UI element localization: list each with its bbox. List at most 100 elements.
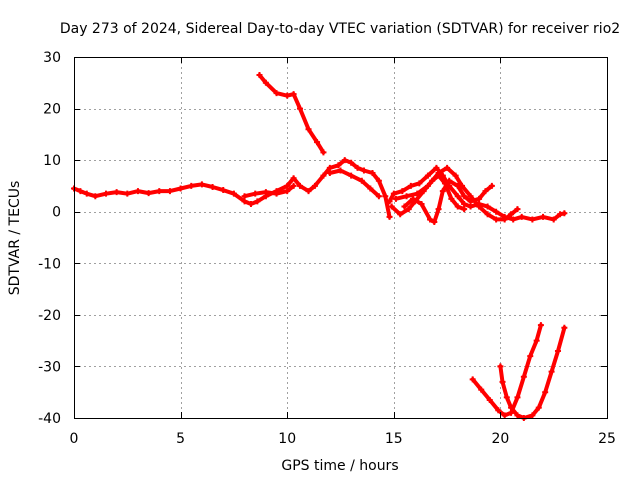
- data-point: [540, 213, 547, 220]
- series-track-after-15: [386, 164, 568, 223]
- data-point: [360, 167, 367, 174]
- y-tick-label: -30: [38, 359, 61, 375]
- data-point: [241, 193, 248, 200]
- data-point: [548, 368, 555, 375]
- data-point: [256, 72, 263, 79]
- data-point: [461, 200, 468, 207]
- series-layer: [71, 72, 568, 421]
- data-point: [469, 376, 476, 383]
- data-point: [382, 193, 389, 200]
- data-point: [273, 190, 280, 197]
- y-tick-label: 0: [52, 205, 61, 221]
- data-point: [241, 198, 248, 205]
- data-point: [478, 386, 485, 393]
- data-point: [401, 203, 408, 210]
- data-point: [554, 347, 561, 354]
- data-point: [537, 322, 544, 329]
- data-point: [290, 175, 297, 182]
- y-tick-label: -40: [38, 411, 61, 427]
- x-tick-label: 15: [385, 431, 403, 447]
- data-point: [459, 182, 466, 189]
- y-tick-label: -20: [38, 308, 61, 324]
- data-point: [454, 203, 461, 210]
- data-point: [262, 189, 269, 196]
- data-point: [407, 182, 414, 189]
- data-point: [493, 208, 500, 215]
- data-point: [508, 211, 515, 218]
- data-point: [561, 324, 568, 331]
- data-point: [113, 189, 120, 196]
- data-point: [431, 219, 438, 226]
- data-point: [305, 188, 312, 195]
- data-point: [326, 164, 333, 171]
- data-point: [209, 183, 216, 190]
- data-point: [145, 190, 152, 197]
- data-point: [326, 170, 333, 177]
- data-point: [493, 216, 500, 223]
- data-point: [230, 190, 237, 197]
- data-point: [424, 182, 431, 189]
- data-point: [542, 389, 549, 396]
- data-point: [134, 188, 141, 195]
- data-point: [305, 126, 312, 133]
- data-point: [375, 177, 382, 184]
- tick-layer: 0 5 10 15 20 25 -40 -30 -20 -10 0 10 20 30: [38, 50, 616, 447]
- data-point: [454, 193, 461, 200]
- data-point: [427, 216, 434, 223]
- series-track-bottom-right-v: [497, 324, 568, 421]
- data-point: [561, 210, 568, 217]
- data-point: [503, 394, 510, 401]
- data-point: [444, 164, 451, 171]
- x-axis-label: GPS time / hours: [281, 458, 398, 474]
- plot-frame: [74, 57, 608, 419]
- data-point: [399, 188, 406, 195]
- data-point: [435, 206, 442, 213]
- data-point: [529, 216, 536, 223]
- data-point: [284, 188, 291, 195]
- data-point: [461, 193, 468, 200]
- data-point: [166, 188, 173, 195]
- y-tick-label: -10: [38, 256, 61, 272]
- data-point: [529, 412, 536, 419]
- data-point: [386, 198, 393, 205]
- data-point: [435, 170, 442, 177]
- series-track-main: [71, 157, 393, 220]
- data-point: [77, 188, 84, 195]
- x-tick-label: 0: [70, 431, 79, 447]
- data-point: [320, 172, 327, 179]
- x-tick-label: 20: [491, 431, 509, 447]
- data-point: [254, 198, 261, 205]
- data-point: [290, 91, 297, 98]
- data-point: [476, 203, 483, 210]
- data-point: [414, 190, 421, 197]
- data-point: [198, 181, 205, 188]
- data-point: [273, 90, 280, 97]
- series-track-loop-b: [401, 177, 495, 226]
- y-tick-label: 30: [43, 50, 61, 66]
- data-point: [284, 92, 291, 99]
- data-point: [510, 216, 517, 223]
- data-point: [390, 190, 397, 197]
- series-track-lower-branch: [241, 182, 297, 200]
- data-point: [358, 177, 365, 184]
- data-point: [403, 193, 410, 200]
- data-point: [446, 177, 453, 184]
- data-point: [439, 188, 446, 195]
- grid-layer: [74, 57, 607, 418]
- data-point: [514, 206, 521, 213]
- data-point: [433, 164, 440, 171]
- data-point: [320, 149, 327, 156]
- data-point: [535, 404, 542, 411]
- data-point: [397, 211, 404, 218]
- data-point: [527, 353, 534, 360]
- data-point: [92, 193, 99, 200]
- data-point: [514, 394, 521, 401]
- data-point: [188, 182, 195, 189]
- data-point: [518, 213, 525, 220]
- x-tick-label: 5: [176, 431, 185, 447]
- data-point: [416, 180, 423, 187]
- data-point: [405, 206, 412, 213]
- data-point: [501, 216, 508, 223]
